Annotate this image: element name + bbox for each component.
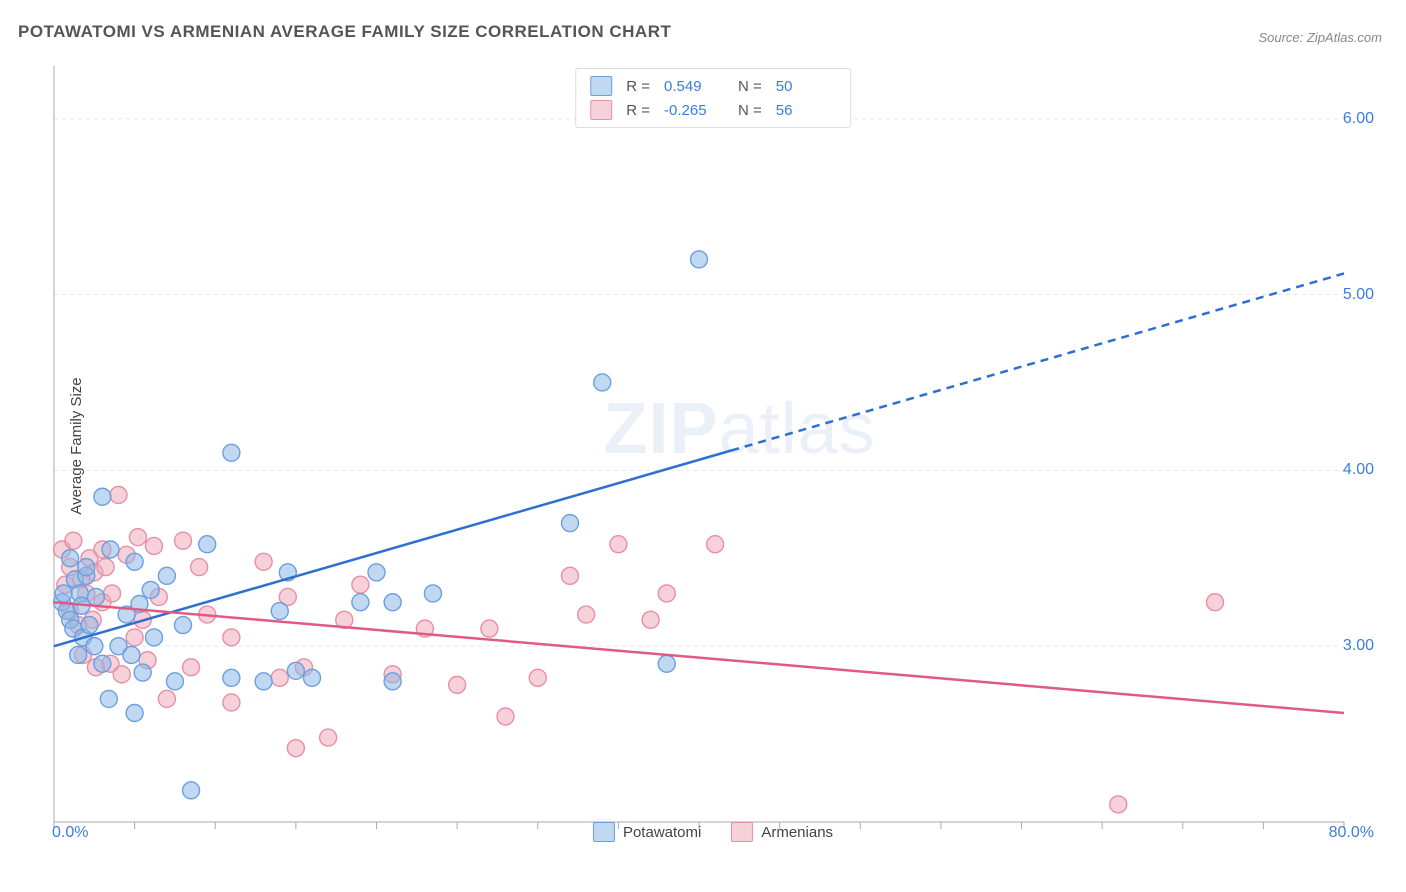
n-value-armenians: 56 — [776, 102, 836, 119]
x-axis-min: 0.0% — [52, 824, 88, 842]
swatch-potawatomi — [590, 76, 612, 96]
r-label: R = — [626, 102, 650, 119]
swatch-armenians — [731, 822, 753, 842]
n-label: N = — [738, 102, 762, 119]
chart-title: POTAWATOMI VS ARMENIAN AVERAGE FAMILY SI… — [18, 22, 671, 42]
legend-row-armenians: R = -0.265 N = 56 — [590, 98, 836, 122]
r-value-armenians: -0.265 — [664, 102, 724, 119]
r-label: R = — [626, 78, 650, 95]
source-prefix: Source: — [1258, 30, 1306, 45]
legend-row-potawatomi: R = 0.549 N = 50 — [590, 74, 836, 98]
y-tick-label: 4.00 — [1343, 461, 1374, 479]
y-tick-label: 3.00 — [1343, 637, 1374, 655]
legend-label-potawatomi: Potawatomi — [623, 824, 701, 841]
series-legend: Potawatomi Armenians — [593, 822, 833, 842]
y-tick-label: 6.00 — [1343, 110, 1374, 128]
x-axis-max: 80.0% — [1329, 824, 1374, 842]
swatch-potawatomi — [593, 822, 615, 842]
legend-label-armenians: Armenians — [761, 824, 833, 841]
source-attribution: Source: ZipAtlas.com — [1258, 30, 1382, 45]
chart-area: ZIPatlas R = 0.549 N = 50 R = -0.265 N =… — [48, 62, 1378, 842]
source-link[interactable]: ZipAtlas.com — [1307, 30, 1382, 45]
y-tick-label: 5.00 — [1343, 286, 1374, 304]
r-value-potawatomi: 0.549 — [664, 78, 724, 95]
plot-svg — [48, 62, 1378, 842]
legend-item-armenians: Armenians — [731, 822, 833, 842]
legend-item-potawatomi: Potawatomi — [593, 822, 701, 842]
n-value-potawatomi: 50 — [776, 78, 836, 95]
correlation-legend: R = 0.549 N = 50 R = -0.265 N = 56 — [575, 68, 851, 128]
n-label: N = — [738, 78, 762, 95]
swatch-armenians — [590, 100, 612, 120]
